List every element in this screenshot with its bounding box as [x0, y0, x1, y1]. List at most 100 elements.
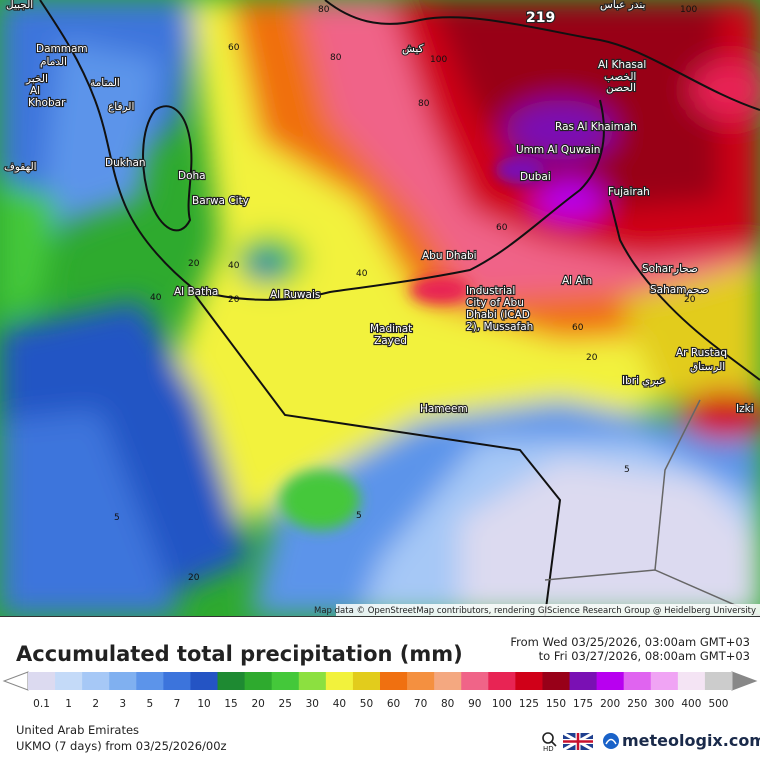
legend-swatch — [461, 672, 489, 690]
city-label: الرستاق — [690, 361, 725, 373]
legend-swatch — [190, 672, 219, 690]
legend-to: to Fri 03/27/2026, 08:00am GMT+03 — [539, 649, 750, 663]
legend-label: 0.1 — [33, 698, 50, 710]
legend-label: 5 — [147, 698, 154, 710]
legend-title: Accumulated total precipitation (mm) — [16, 642, 463, 666]
contour-label: 20 — [228, 295, 240, 305]
legend-label: 70 — [414, 698, 427, 710]
attribution: Map data © OpenStreetMap contributors, r… — [314, 606, 756, 616]
legend-swatch — [136, 672, 164, 690]
legend-label: 15 — [224, 698, 237, 710]
city-label: Dukhan — [105, 157, 146, 169]
legend-from: From Wed 03/25/2026, 03:00am GMT+03 — [510, 635, 750, 649]
city-label: الخصب — [604, 71, 636, 83]
city-label: الرفاع — [108, 101, 134, 113]
contour-label: 20 — [188, 259, 200, 269]
legend-swatch — [109, 672, 137, 690]
city-label: الخبر — [25, 73, 48, 85]
legend-label: 60 — [387, 698, 400, 710]
legend-label: 25 — [279, 698, 292, 710]
city-label: Al Ain — [562, 275, 592, 287]
city-label: Madinat — [370, 323, 412, 335]
brand[interactable]: meteologix.com — [622, 731, 760, 750]
legend-swatch — [542, 672, 571, 690]
precip-map: الجبيل Dammam الدمام Al Khobar الخبر الم… — [0, 0, 760, 616]
city-label: Doha — [178, 170, 206, 182]
legend-label: 250 — [627, 698, 647, 710]
legend-label: 3 — [119, 698, 126, 710]
legend-swatch — [596, 672, 625, 690]
legend-swatch — [677, 672, 706, 690]
legend-label: 10 — [197, 698, 210, 710]
legend-label: 30 — [306, 698, 319, 710]
legend-label: 40 — [333, 698, 346, 710]
legend-swatch — [650, 672, 679, 690]
contour-label: 5 — [356, 511, 362, 521]
legend-label: 50 — [360, 698, 373, 710]
legend-swatch — [623, 672, 652, 690]
hd-label: HD — [543, 745, 554, 753]
city-label: Izki — [736, 403, 754, 415]
legend-swatch — [244, 672, 273, 690]
city-label: الجبيل — [6, 0, 33, 11]
contour-label: 80 — [318, 5, 330, 15]
legend: 0.1 1 2 3 5 7 10 15 20 25 30 40 50 60 70 80 90 100 125 150 1… — [2, 671, 758, 710]
city-label: Hameem — [420, 403, 468, 415]
contour-label: 40 — [356, 269, 368, 279]
legend-swatch — [380, 672, 408, 690]
city-label: Ar Rustaq — [676, 347, 727, 359]
contour-label: 5 — [624, 465, 630, 475]
city-label: الحصن — [606, 82, 636, 94]
contour-label: 80 — [330, 53, 342, 63]
contour-label: 80 — [418, 99, 430, 109]
city-label: Al Batha — [174, 286, 218, 298]
city-label: Dubai — [520, 171, 551, 183]
legend-swatch — [515, 672, 543, 690]
legend-label: 200 — [600, 698, 620, 710]
legend-swatch — [488, 672, 516, 690]
legend-swatch — [434, 672, 462, 690]
legend-swatch — [217, 672, 246, 690]
city-label: Khobar — [28, 97, 66, 109]
city-label: City of Abu — [466, 297, 524, 309]
contour-label: 40 — [150, 293, 162, 303]
city-label: Al Khasal — [598, 59, 646, 71]
legend-swatch — [82, 672, 110, 690]
legend-label: 7 — [174, 698, 181, 710]
legend-label: 20 — [251, 698, 264, 710]
city-label: Al Ruwais — [270, 289, 320, 301]
borders — [39, 0, 760, 616]
legend-label: 300 — [654, 698, 674, 710]
legend-label: 125 — [519, 698, 539, 710]
legend-label: 2 — [92, 698, 99, 710]
legend-swatch — [569, 672, 598, 690]
city-label: كيش — [402, 43, 424, 55]
city-label: Industrial — [466, 285, 515, 297]
legend-arrow — [2, 671, 29, 691]
legend-swatch — [271, 672, 300, 690]
legend-label: 150 — [546, 698, 566, 710]
city-label: Al — [30, 85, 40, 97]
legend-label: 1 — [65, 698, 72, 710]
legend-label: 500 — [708, 698, 728, 710]
contour-label: 60 — [496, 223, 508, 233]
city-label: بندر عباس — [600, 0, 645, 11]
model: UKMO (7 days) from 03/25/2026/00z — [16, 739, 227, 753]
city-label: Fujairah — [608, 186, 650, 198]
city-label: Dammam — [36, 43, 88, 55]
city-label: المنامة — [90, 77, 120, 89]
legend-swatch — [407, 672, 435, 690]
city-label: Ras Al Khaimah — [555, 121, 637, 133]
contour-label: 40 — [228, 261, 240, 271]
contour-label: 20 — [586, 353, 598, 363]
city-label: Ibri — [622, 375, 639, 387]
legend-swatch — [325, 672, 354, 690]
legend-swatch — [704, 672, 733, 690]
city-label: 2), Mussafah — [466, 321, 533, 333]
city-label: Zayed — [374, 335, 407, 347]
contour-label: 20 — [188, 573, 200, 583]
region: United Arab Emirates — [16, 723, 139, 737]
